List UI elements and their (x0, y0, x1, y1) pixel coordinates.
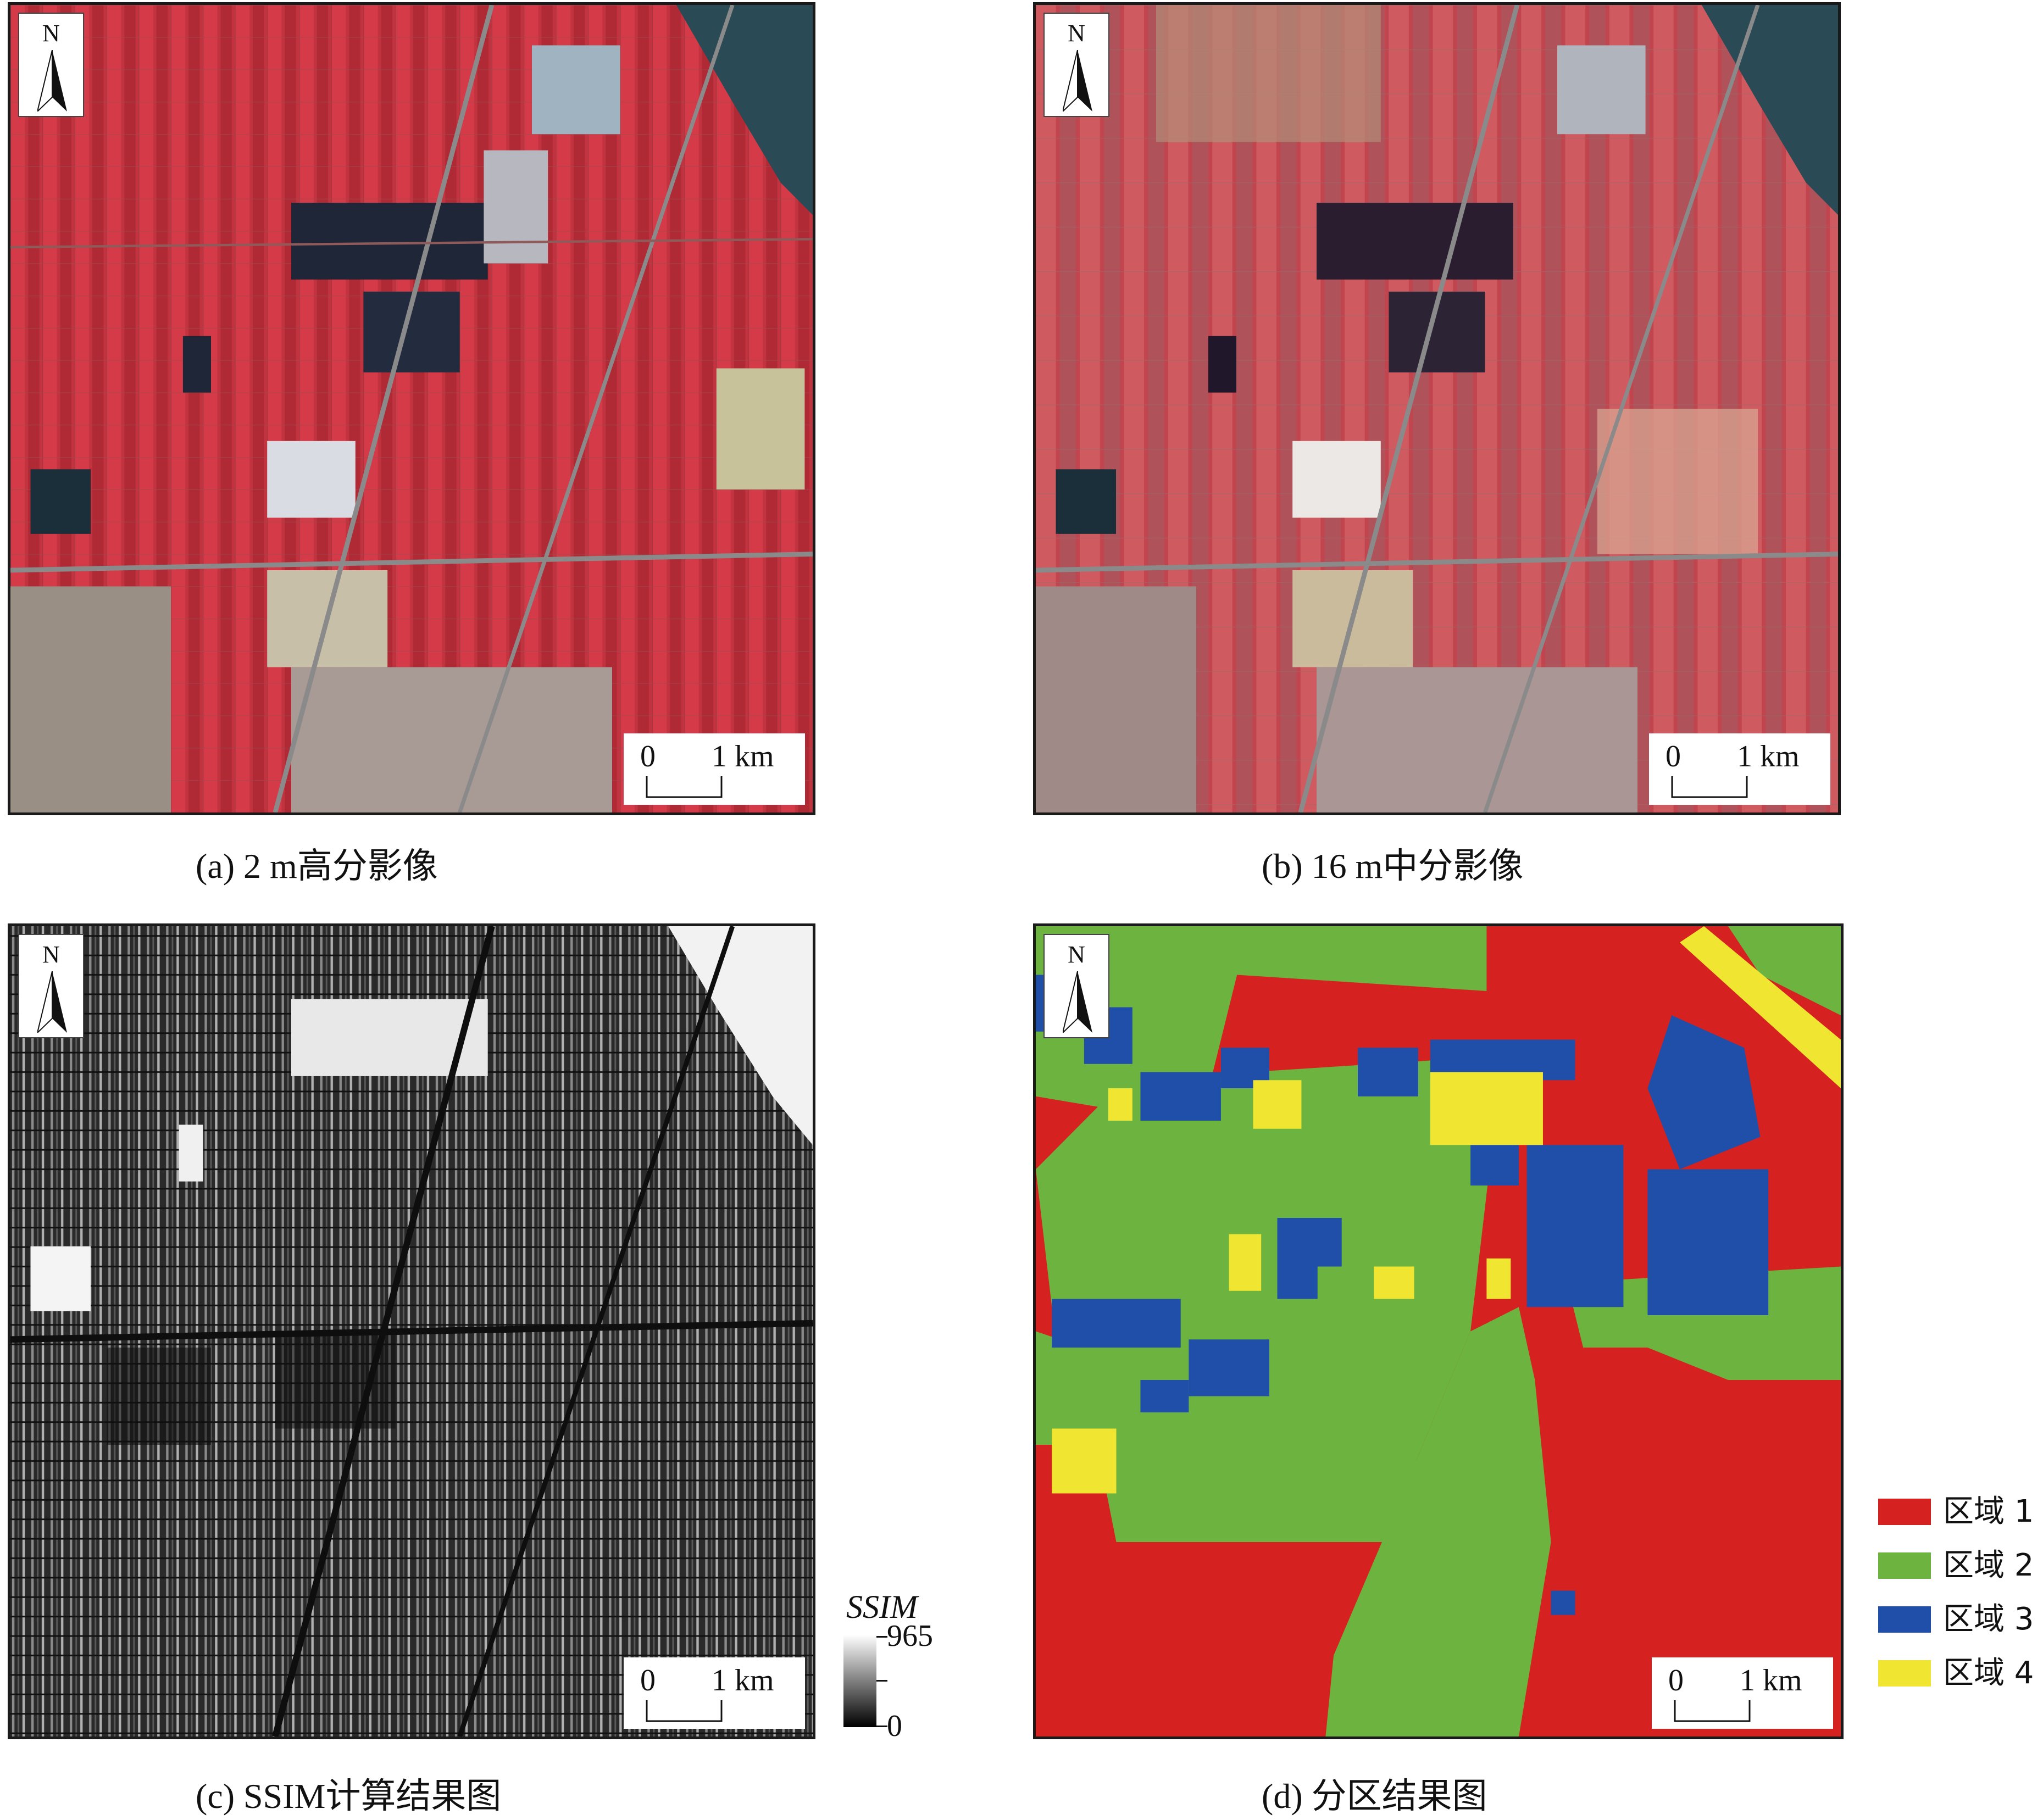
legend-item-zone-4: 区域 4 (1878, 1657, 2043, 1690)
legend-label-zone-3: 区域 3 (1943, 1601, 2034, 1637)
scale-bar-line (1671, 776, 1748, 798)
panel-zoning-result: N 0 1 km (1033, 923, 1844, 1739)
north-arrow-icon (37, 50, 67, 112)
caption-panel-d: (d) 分区结果图 (1262, 1777, 1487, 1816)
scale-bar-end: 1 km (1740, 1663, 1802, 1697)
caption-panel-c: (c) SSIM计算结果图 (196, 1777, 502, 1816)
ssim-tick-max (876, 1636, 887, 1638)
panel-ssim-result: N 0 1 km (8, 923, 815, 1739)
ssim-max-value: 965 (887, 1619, 933, 1653)
legend-item-zone-3: 区域 3 (1878, 1603, 2043, 1636)
scale-bar: 0 1 km (1652, 1657, 1833, 1729)
north-arrow-label: N (42, 941, 60, 968)
scale-bar-line (646, 1700, 723, 1722)
caption-panel-a: (a) 2 m高分影像 (196, 847, 438, 886)
north-arrow: N (18, 934, 84, 1038)
north-arrow: N (18, 13, 84, 117)
scale-bar-end: 1 km (712, 1663, 774, 1697)
legend-swatch-zone-4 (1878, 1660, 1931, 1687)
north-arrow: N (1043, 934, 1109, 1038)
legend-swatch-zone-3 (1878, 1606, 1931, 1633)
legend-label-zone-2: 区域 2 (1943, 1548, 2034, 1583)
north-arrow-label: N (42, 20, 60, 47)
ssim-min-value: 0 (887, 1709, 902, 1743)
scale-bar: 0 1 km (1649, 733, 1830, 805)
north-arrow-label: N (1068, 20, 1085, 47)
scale-bar-start: 0 (1668, 1663, 1684, 1697)
scale-bar-end: 1 km (1737, 739, 1800, 773)
scale-bar: 0 1 km (624, 733, 805, 805)
ssim-legend-title: SSIM (846, 1589, 918, 1625)
ssim-tick-min (876, 1726, 887, 1727)
panel-high-res-image: N 0 1 km (8, 2, 815, 815)
legend-swatch-zone-2 (1878, 1552, 1931, 1579)
scale-bar-line (646, 776, 723, 798)
panel-medium-res-image: N 0 1 km (1033, 2, 1841, 815)
legend-label-zone-1: 区域 1 (1943, 1494, 2034, 1529)
legend-swatch-zone-1 (1878, 1499, 1931, 1525)
north-arrow: N (1043, 13, 1109, 117)
scale-bar: 0 1 km (624, 1657, 805, 1729)
scale-bar-start: 0 (1666, 739, 1681, 773)
ssim-map (10, 926, 813, 1736)
medium-res-image (1036, 5, 1838, 812)
scale-bar-start: 0 (640, 739, 656, 773)
legend-label-zone-4: 区域 4 (1943, 1655, 2034, 1691)
caption-panel-b: (b) 16 m中分影像 (1262, 847, 1524, 886)
north-arrow-icon (1063, 50, 1092, 112)
ssim-tick-mid (876, 1680, 887, 1682)
north-arrow-label: N (1068, 941, 1085, 968)
high-res-image (10, 5, 813, 812)
scale-bar-start: 0 (640, 1663, 656, 1697)
zoning-map (1036, 926, 1841, 1736)
ssim-color-ramp (843, 1635, 876, 1727)
legend-item-zone-2: 区域 2 (1878, 1549, 2043, 1582)
north-arrow-icon (1063, 971, 1092, 1033)
north-arrow-icon (37, 971, 67, 1033)
scale-bar-line (1674, 1700, 1751, 1722)
legend-item-zone-1: 区域 1 (1878, 1495, 2043, 1528)
scale-bar-end: 1 km (712, 739, 774, 773)
